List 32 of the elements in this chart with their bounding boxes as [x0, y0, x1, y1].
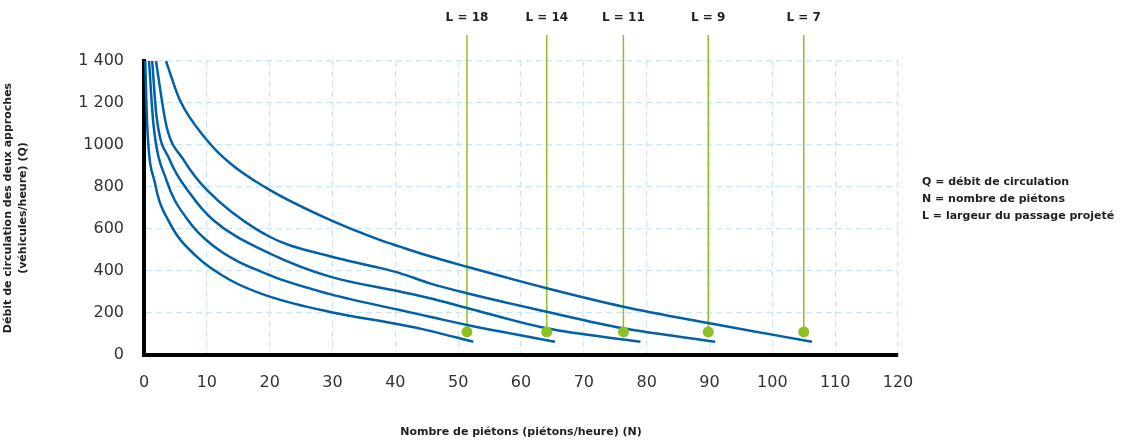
x-tick-label: 30 [322, 371, 343, 391]
x-tick-label: 50 [447, 371, 469, 391]
x-tick-label: 20 [259, 371, 280, 391]
text: L = largeur du passage projeté [922, 208, 1115, 222]
text: Q = débit de circulation [922, 174, 1070, 188]
y-tick-label: 400 [93, 260, 124, 280]
y-tick-label: 0 [113, 344, 124, 364]
y-tick-label: 800 [93, 176, 124, 196]
x-axis-title: Nombre de piétons (piétons/heure) (N) [400, 424, 642, 438]
text: L = 7 [786, 10, 821, 25]
text: N = nombre de piétons [922, 191, 1066, 205]
x-tick-label: 100 [757, 371, 788, 391]
x-tick-label: 90 [699, 371, 720, 391]
x-tick-label: 40 [385, 371, 406, 391]
x-tick-label: 110 [819, 371, 851, 391]
x-tick-label: 70 [573, 371, 595, 391]
text: L = 14 [525, 10, 569, 25]
x-tick-label: 80 [636, 371, 657, 391]
y-tick-label: 1 400 [78, 50, 124, 70]
text: L = 18 [445, 10, 489, 25]
x-tick-label: 120 [882, 371, 914, 391]
x-tick-label: 10 [196, 371, 218, 391]
text: L = 9 [691, 10, 726, 25]
y-tick-label: 1000 [83, 134, 124, 154]
x-tick-label: 0 [138, 371, 150, 391]
line-series [164, 61, 814, 344]
y-tick-label: 1 200 [78, 92, 124, 112]
x-tick-label: 60 [510, 371, 532, 391]
y-tick-label: 600 [93, 218, 124, 238]
y-axis-title: Débit de circulation des deux approches (véhicules/heure) (Q) [1, 82, 30, 334]
text: L = 11 [602, 10, 645, 25]
y-tick-label: 200 [93, 302, 124, 322]
